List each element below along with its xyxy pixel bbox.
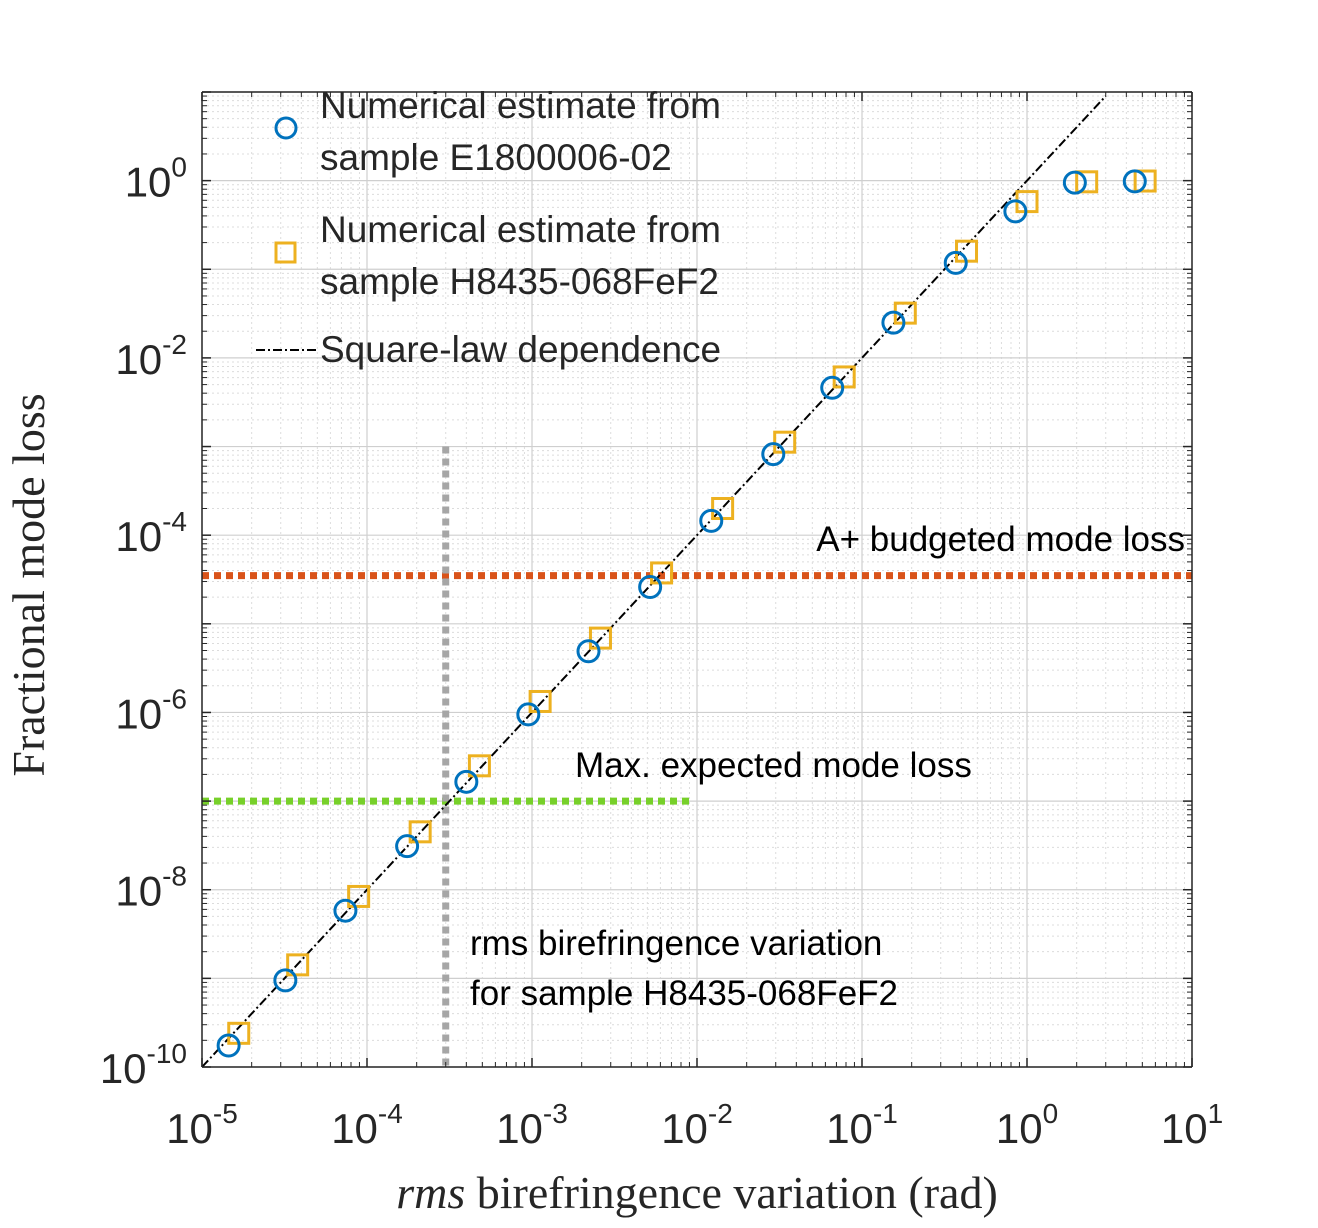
data-point-circle: [1003, 199, 1028, 224]
y-tick-label: 10-2: [115, 329, 187, 383]
reference-lines: [202, 446, 1192, 1067]
y-tick-label: 10-4: [115, 506, 187, 560]
legend-circle-marker: [274, 116, 298, 140]
data-point-circle: [1122, 169, 1147, 194]
data-point-circle: [761, 442, 786, 467]
x-tick-exponent: 1: [1208, 1098, 1224, 1129]
data-point-circle: [699, 508, 724, 533]
x-tick-base: 10: [1161, 1105, 1208, 1152]
x-tick-exponent: -3: [543, 1098, 568, 1129]
data-point-square: [408, 820, 432, 844]
y-tick-label: 100: [125, 152, 187, 206]
y-tick-exponent: -8: [162, 861, 187, 892]
data-point-square: [528, 689, 552, 713]
data-point-circle: [576, 639, 601, 664]
annotation-rms-line-2: for sample H8435-068FeF2: [470, 974, 898, 1013]
legend-symbol-square: [274, 241, 297, 264]
x-tick-exponent: -2: [708, 1098, 733, 1129]
data-point-circle: [638, 575, 663, 600]
y-tick-exponent: -2: [162, 329, 187, 360]
y-tick-label: 10-8: [115, 861, 187, 915]
data-point-square: [650, 561, 674, 585]
x-tick-exponent: -1: [873, 1098, 898, 1129]
data-point-circle: [395, 834, 420, 859]
x-tick-labels: 10-5 10-4 10-3 10-2 10-1 100 101: [166, 1098, 1223, 1152]
legend-square-marker: [274, 241, 297, 264]
x-tick-base: 10: [996, 1105, 1043, 1152]
y-tick-exponent: -6: [162, 683, 187, 714]
data-point-circle: [943, 250, 968, 275]
data-point-circle: [881, 310, 906, 335]
data-point-square: [347, 884, 371, 908]
x-tick-base: 10: [826, 1105, 873, 1152]
y-tick-label: 10-6: [115, 683, 187, 737]
legend-entry-1-line-2: sample E1800006-02: [320, 137, 672, 178]
data-point-circle: [516, 702, 541, 727]
legend-symbol-circle: [274, 116, 298, 140]
data-point-circle: [333, 898, 358, 923]
data-point-circle: [216, 1033, 241, 1058]
x-tick-label: 10-2: [661, 1098, 733, 1152]
data-markers: [216, 169, 1157, 1058]
y-tick-base: 10: [115, 513, 162, 560]
legend-entry-3: Square-law dependence: [320, 329, 721, 370]
data-point-square: [467, 754, 491, 778]
data-point-square: [286, 953, 310, 977]
x-axis-label: rms birefringence variation (rad): [396, 1167, 998, 1218]
y-tick-base: 10: [115, 336, 162, 383]
x-tick-exponent: 0: [1043, 1098, 1059, 1129]
x-tick-label: 100: [996, 1098, 1058, 1152]
y-tick-base: 10: [115, 690, 162, 737]
y-tick-exponent: 0: [171, 152, 187, 183]
x-tick-exponent: -5: [213, 1098, 238, 1129]
x-axis-label-italic: rms: [396, 1167, 465, 1218]
data-point-circle: [1062, 170, 1087, 195]
x-tick-label: 10-3: [496, 1098, 568, 1152]
x-tick-base: 10: [331, 1105, 378, 1152]
x-tick-base: 10: [166, 1105, 213, 1152]
legend-entry-2-line-1: Numerical estimate from: [320, 209, 721, 250]
data-point-circle: [820, 375, 845, 400]
legend-entry-1-line-1: Numerical estimate from: [320, 85, 721, 126]
x-tick-base: 10: [496, 1105, 543, 1152]
x-tick-base: 10: [661, 1105, 708, 1152]
y-axis-label: Fractional mode loss: [3, 393, 54, 776]
y-tick-base: 10: [125, 159, 172, 206]
data-point-square: [1075, 170, 1099, 194]
x-tick-label: 101: [1161, 1098, 1223, 1152]
x-tick-label: 10-4: [331, 1098, 403, 1152]
y-tick-exponent: -10: [147, 1038, 187, 1069]
data-point-square: [588, 626, 612, 650]
annotation-rms-line-1: rms birefringence variation: [470, 924, 882, 963]
x-tick-label: 10-1: [826, 1098, 898, 1152]
y-tick-exponent: -4: [162, 506, 187, 537]
annotation-aplus: A+ budgeted mode loss: [816, 520, 1185, 559]
data-point-square: [1133, 169, 1157, 193]
legend-entry-2-line-2: sample H8435-068FeF2: [320, 261, 719, 302]
y-tick-base: 10: [100, 1045, 147, 1092]
x-tick-exponent: -4: [378, 1098, 403, 1129]
y-tick-base: 10: [115, 868, 162, 915]
annotation-max-expected: Max. expected mode loss: [575, 746, 972, 785]
data-point-circle: [454, 769, 479, 794]
y-tick-label: 10-10: [100, 1038, 187, 1092]
x-tick-label: 10-5: [166, 1098, 238, 1152]
x-axis-label-rest: birefringence variation (rad): [465, 1167, 998, 1218]
data-point-circle: [273, 968, 298, 993]
axes: [201, 91, 1193, 1068]
legend: Numerical estimate from sample E1800006-…: [256, 85, 721, 370]
